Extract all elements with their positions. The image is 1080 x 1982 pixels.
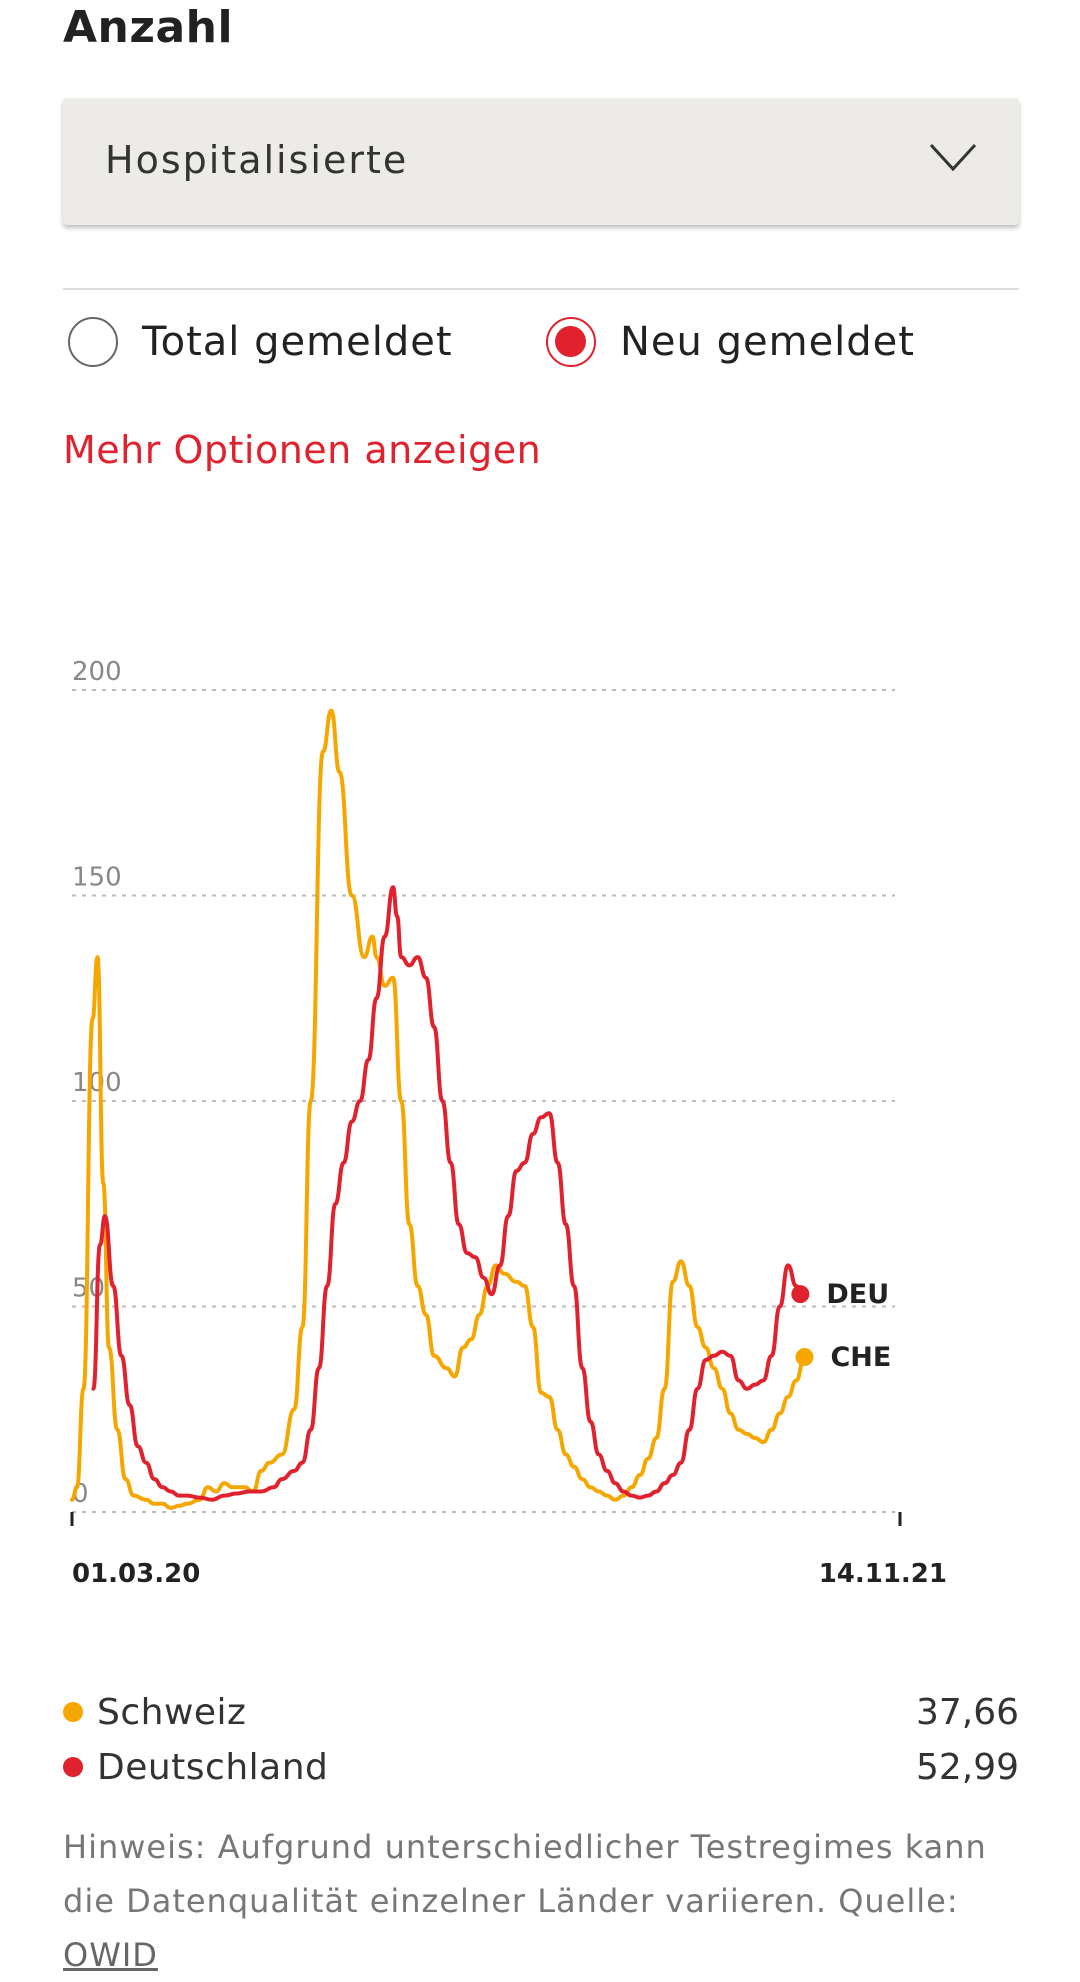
section-heading: Anzahl [63, 2, 234, 53]
radio-neu-gemeldet[interactable]: Neu gemeldet [546, 312, 915, 372]
radio-label: Neu gemeldet [620, 319, 915, 365]
y-tick-label: 200 [72, 657, 122, 687]
footnote-text: Hinweis: Aufgrund unterschiedlicher Test… [63, 1828, 987, 1920]
series-line-deutschland [91, 885, 803, 1502]
divider [63, 288, 1019, 290]
dropdown-selected-value: Hospitalisierte [105, 138, 409, 182]
end-point-deutschland [791, 1285, 810, 1304]
x-tick-label: 01.03.20 [72, 1559, 200, 1589]
legend-name: Schweiz [97, 1691, 247, 1733]
source-link[interactable]: OWID [63, 1936, 158, 1974]
radio-circle-checked[interactable] [546, 317, 596, 367]
footnote: Hinweis: Aufgrund unterschiedlicher Test… [63, 1820, 1019, 1982]
legend-value: 52,99 [915, 1746, 1019, 1788]
legend-item-deutschland: Deutschland 52,99 [63, 1745, 1019, 1789]
chevron-down-icon [929, 142, 977, 176]
series-line-schweiz [70, 708, 807, 1510]
legend-name: Deutschland [97, 1746, 329, 1788]
end-label-deu: DEU [826, 1279, 889, 1310]
radio-circle-unchecked[interactable] [68, 317, 118, 367]
metric-dropdown[interactable]: Hospitalisierte [63, 98, 1019, 225]
y-tick-label: 150 [72, 863, 122, 893]
legend-item-schweiz: Schweiz 37,66 [63, 1690, 1019, 1734]
radio-label: Total gemeldet [142, 319, 453, 365]
y-tick-label: 100 [72, 1068, 122, 1098]
end-label-che: CHE [830, 1342, 891, 1373]
radio-total-gemeldet[interactable]: Total gemeldet [68, 312, 453, 372]
legend-value: 37,66 [915, 1691, 1019, 1733]
x-tick-label: 14.11.21 [819, 1559, 947, 1589]
legend-dot [63, 1757, 83, 1777]
end-point-schweiz [795, 1348, 814, 1367]
more-options-link[interactable]: Mehr Optionen anzeigen [63, 428, 542, 472]
legend-dot [63, 1702, 83, 1722]
